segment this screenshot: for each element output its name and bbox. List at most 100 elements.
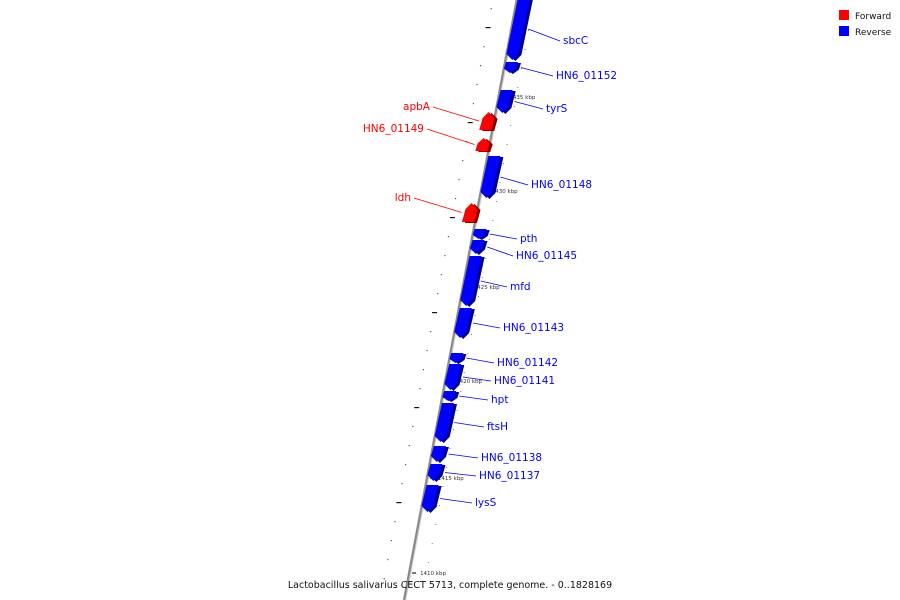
- gene-label: HN6_01142: [497, 357, 558, 369]
- kbp-tick-label: 1420 kbp: [456, 379, 482, 385]
- scale-dot: [463, 372, 465, 373]
- gene-arrow: [503, 62, 518, 73]
- gene-leader-line: [514, 101, 544, 110]
- scale-dot: [470, 334, 472, 335]
- gene-leader-line: [472, 322, 501, 329]
- gene-arrow: [444, 364, 462, 390]
- scale-dot: [440, 274, 442, 276]
- gene-arrow: [472, 229, 487, 239]
- gene-arrow: [480, 156, 501, 198]
- gene-arrow: [421, 485, 439, 512]
- scale-dot: [396, 502, 402, 504]
- scale-dot: [476, 84, 478, 86]
- scale-dot: [467, 122, 473, 124]
- gene-hn6-01141[interactable]: HN6_01141: [444, 364, 555, 391]
- gene-label: HN6_01148: [531, 179, 592, 191]
- scale-dot: [426, 350, 428, 352]
- gene-leader-line: [489, 233, 518, 240]
- scale-dot: [513, 106, 515, 107]
- scale-dot: [527, 30, 529, 31]
- scale-dot: [481, 277, 483, 278]
- genome-caption: Lactobacillus salivarius CECT 5713, comp…: [288, 580, 612, 591]
- scale-dot: [503, 163, 505, 164]
- gene-hn6-01137[interactable]: HN6_01137: [427, 464, 540, 482]
- legend-swatch-reverse: [839, 26, 849, 36]
- gene-label: apbA: [403, 101, 431, 113]
- gene-leader-line: [448, 453, 479, 459]
- scale-dot: [478, 296, 480, 297]
- scale-dot: [490, 8, 492, 10]
- gene-lyss[interactable]: lysS: [421, 485, 497, 513]
- scale-dot: [485, 27, 491, 29]
- scale-dot: [394, 521, 396, 523]
- scale-dot: [435, 524, 437, 525]
- gene-label: HN6_01141: [494, 375, 555, 387]
- gene-arrow: [475, 138, 490, 151]
- gene-leader-line: [466, 357, 495, 364]
- scale-dots: [383, 8, 529, 582]
- scale-dot: [390, 540, 392, 542]
- scale-dot: [456, 410, 458, 411]
- gene-hn6-01143[interactable]: HN6_01143: [454, 308, 564, 339]
- legend: Forward Reverse: [839, 10, 892, 38]
- scale-dot: [419, 388, 421, 390]
- gene-leader-line: [413, 197, 462, 213]
- scale-dot: [401, 483, 403, 485]
- scale-dot: [485, 258, 487, 259]
- scale-dot: [495, 201, 497, 202]
- gene-arrow: [430, 446, 446, 462]
- gene-leader-line: [520, 67, 554, 77]
- scale-dot: [428, 562, 430, 563]
- gene-hn6-01138[interactable]: HN6_01138: [430, 446, 542, 464]
- scale-dot: [437, 293, 439, 295]
- gene-leader-line: [487, 246, 514, 257]
- gene-arrow: [442, 391, 457, 401]
- scale-dot: [488, 239, 490, 240]
- scale-dot: [499, 182, 501, 183]
- scale-dot: [445, 467, 447, 468]
- scale-dot: [479, 65, 482, 67]
- gene-hn6-01145[interactable]: HN6_01145: [469, 240, 577, 262]
- gene-ftsh[interactable]: ftsH: [434, 403, 508, 443]
- gene-label: ldh: [395, 192, 411, 204]
- scale-dot: [422, 369, 425, 371]
- gene-arrow: [496, 90, 513, 113]
- scale-dot: [405, 464, 407, 466]
- scale-dot: [453, 429, 455, 430]
- gene-sbcc[interactable]: sbcC: [506, 0, 588, 61]
- gene-label: hpt: [491, 394, 508, 406]
- gene-features: sbcC HN6_01152 tyrS apbA HN6_01149 HN6_01148l…: [363, 0, 617, 513]
- gene-pth[interactable]: pth: [472, 229, 538, 245]
- gene-apba[interactable]: apbA: [403, 101, 498, 131]
- kbp-tick-label: 1425 kbp: [474, 285, 500, 291]
- gene-label: sbcC: [563, 35, 588, 47]
- gene-label: ftsH: [487, 421, 508, 433]
- gene-ldh[interactable]: ldh: [395, 192, 481, 223]
- gene-hn6-01149[interactable]: HN6_01149: [363, 123, 493, 152]
- gene-leader-line: [500, 176, 529, 186]
- gene-leader-line: [454, 422, 485, 428]
- gene-arrow: [461, 203, 478, 222]
- scale-dot: [524, 49, 526, 50]
- legend-label-reverse: Reverse: [855, 28, 892, 38]
- gene-hn6-01152[interactable]: HN6_01152: [503, 62, 617, 82]
- gene-label: HN6_01137: [479, 470, 540, 482]
- gene-hn6-01142[interactable]: HN6_01142: [449, 353, 558, 369]
- scale-dot: [424, 581, 426, 582]
- gene-hn6-01148[interactable]: HN6_01148: [480, 156, 592, 199]
- scale-dot: [517, 87, 519, 88]
- gene-arrow: [449, 353, 464, 363]
- gene-mfd[interactable]: mfd: [460, 256, 531, 307]
- scale-dot: [447, 236, 450, 238]
- legend-label-forward: Forward: [855, 12, 891, 22]
- gene-hpt[interactable]: hpt: [442, 391, 508, 406]
- scale-dot: [432, 312, 438, 314]
- gene-tyrs[interactable]: tyrS: [496, 90, 568, 115]
- scale-dot: [506, 144, 508, 145]
- gene-leader-line: [426, 128, 475, 145]
- gene-arrow: [427, 464, 443, 481]
- kbp-tick-label: 1430 kbp: [492, 189, 518, 195]
- scale-dot: [414, 407, 420, 409]
- gene-label: HN6_01152: [556, 70, 617, 82]
